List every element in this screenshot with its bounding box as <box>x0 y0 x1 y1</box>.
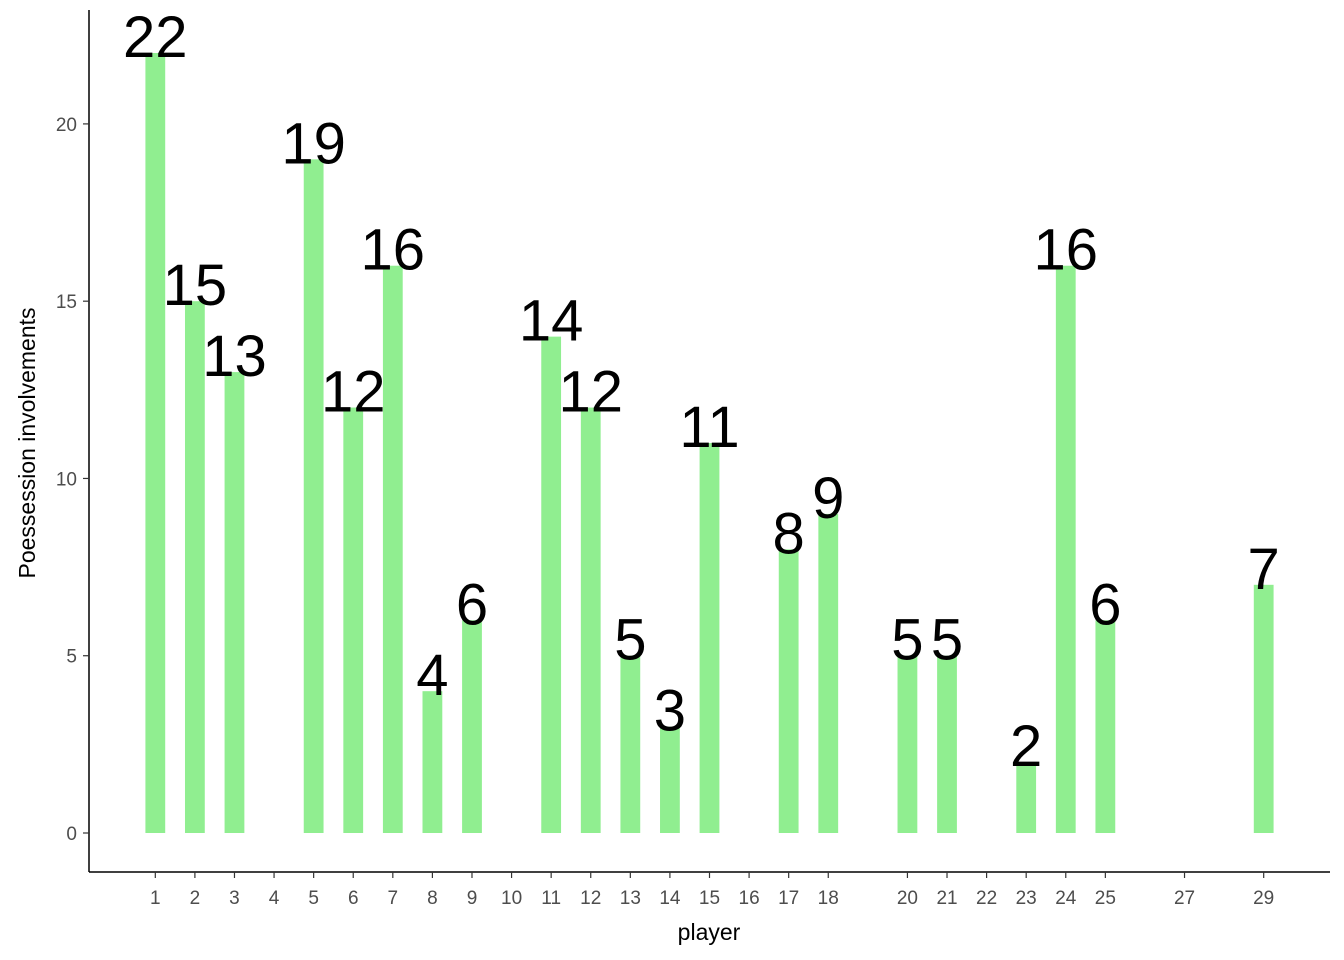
x-tick-label: 12 <box>580 888 601 909</box>
value-label: 19 <box>281 111 346 176</box>
value-label: 4 <box>416 643 448 708</box>
y-tick-label: 10 <box>56 469 77 490</box>
value-label: 12 <box>321 360 386 425</box>
y-tick-label: 20 <box>56 115 77 136</box>
value-label: 5 <box>891 608 923 673</box>
x-tick-label: 7 <box>388 888 399 909</box>
x-axis-title: player <box>678 919 741 945</box>
bar <box>699 443 720 833</box>
y-tick-label: 15 <box>56 292 77 313</box>
x-tick-label: 1 <box>150 888 161 909</box>
x-tick-label: 27 <box>1174 888 1195 909</box>
value-label: 8 <box>773 501 805 566</box>
value-label: 9 <box>812 466 844 531</box>
bar <box>1253 584 1274 833</box>
x-tick-label: 29 <box>1253 888 1274 909</box>
value-label: 6 <box>1089 572 1121 637</box>
x-tick-label: 16 <box>739 888 760 909</box>
x-tick-label: 15 <box>699 888 720 909</box>
bar <box>422 691 443 833</box>
value-label: 5 <box>614 608 646 673</box>
x-tick-label: 6 <box>348 888 359 909</box>
x-tick-label: 5 <box>308 888 319 909</box>
bar <box>184 301 205 833</box>
y-tick-label: 0 <box>66 824 77 845</box>
bar <box>818 513 839 833</box>
value-label: 13 <box>202 324 267 389</box>
value-label: 2 <box>1010 714 1042 779</box>
x-tick-label: 14 <box>659 888 681 909</box>
bar <box>1055 265 1076 833</box>
y-tick-label: 5 <box>66 647 77 668</box>
x-tick-label: 9 <box>467 888 478 909</box>
bar <box>1016 762 1037 833</box>
bar <box>897 655 918 833</box>
value-label: 14 <box>519 289 584 354</box>
value-label: 22 <box>123 5 188 70</box>
x-tick-label: 2 <box>190 888 201 909</box>
x-tick-label: 8 <box>427 888 438 909</box>
bar <box>382 265 403 833</box>
x-tick-label: 25 <box>1095 888 1116 909</box>
value-label: 5 <box>931 608 963 673</box>
bar <box>580 407 601 833</box>
bar <box>1095 620 1116 833</box>
value-label: 16 <box>361 218 426 283</box>
x-tick-label: 21 <box>936 888 957 909</box>
x-tick-label: 24 <box>1055 888 1077 909</box>
x-tick-label: 23 <box>1016 888 1037 909</box>
value-label: 11 <box>679 395 739 460</box>
value-label: 6 <box>456 572 488 637</box>
x-tick-label: 20 <box>897 888 918 909</box>
x-tick-label: 4 <box>269 888 280 909</box>
value-label: 12 <box>558 360 623 425</box>
value-label: 3 <box>654 679 686 744</box>
x-tick-label: 22 <box>976 888 997 909</box>
x-tick-label: 10 <box>501 888 522 909</box>
bar <box>937 655 957 833</box>
bar <box>145 53 166 833</box>
value-label: 15 <box>163 253 228 318</box>
bar <box>462 620 482 833</box>
bar <box>778 549 799 833</box>
bar <box>660 726 680 833</box>
value-label: 7 <box>1248 537 1280 602</box>
y-axis-title: Poessession involvements <box>14 307 40 578</box>
x-tick-label: 3 <box>229 888 240 909</box>
x-tick-label: 17 <box>778 888 799 909</box>
bar <box>620 655 641 833</box>
x-tick-label: 11 <box>541 888 561 909</box>
bar <box>541 336 562 833</box>
x-tick-label: 13 <box>620 888 641 909</box>
bar <box>303 159 324 833</box>
bar <box>343 407 364 833</box>
bar <box>224 372 245 833</box>
value-label: 16 <box>1034 218 1099 283</box>
x-tick-label: 18 <box>818 888 839 909</box>
